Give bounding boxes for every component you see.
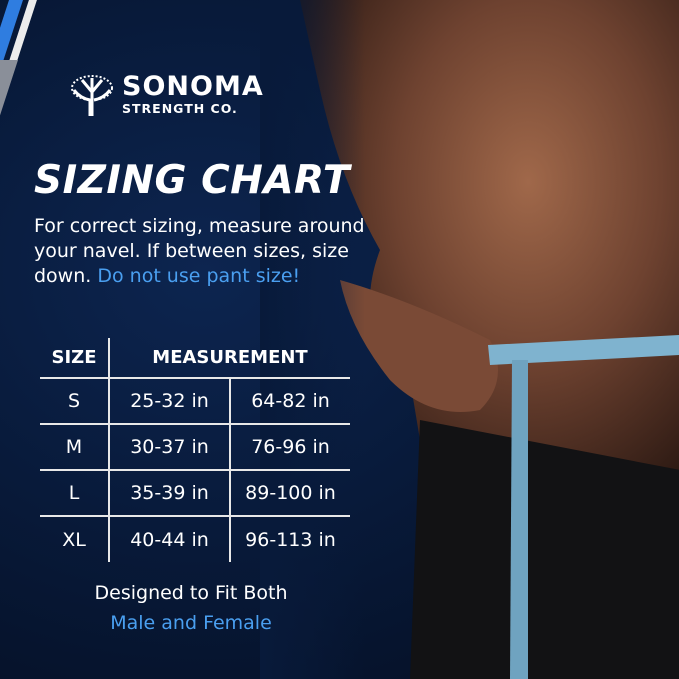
brand-subtitle: STRENGTH CO.	[122, 100, 238, 116]
brand-name: SONOMA	[122, 70, 264, 102]
cell-measurement-alt: 96-113 in	[230, 515, 350, 562]
table-row: M 30-37 in 76-96 in	[40, 423, 350, 470]
header-measurement: MEASUREMENT	[152, 347, 308, 368]
model-torso-photo	[260, 0, 679, 679]
instructions-warning: Do not use pant size!	[97, 265, 301, 287]
size-table: SIZE MEASUREMENT S 25-32 in 64-82 in M 3…	[40, 338, 350, 562]
page-title: SIZING CHART	[34, 158, 350, 203]
cell-size: S	[40, 377, 110, 424]
fit-note: Designed to Fit Both Male and Female	[40, 578, 342, 638]
cell-measurement-alt: 76-96 in	[230, 423, 350, 470]
fit-note-line2: Male and Female	[110, 612, 272, 634]
brand-logo: SONOMA STRENGTH CO.	[70, 72, 264, 116]
cell-size: XL	[40, 515, 110, 562]
cell-measurement: 35-39 in	[109, 469, 231, 516]
cell-measurement-alt: 89-100 in	[230, 469, 350, 516]
table-header: SIZE MEASUREMENT	[40, 338, 350, 378]
instructions-text: For correct sizing, measure around your …	[34, 215, 365, 287]
cell-measurement: 30-37 in	[109, 423, 231, 470]
table-row: XL 40-44 in 96-113 in	[40, 515, 350, 562]
table-row: S 25-32 in 64-82 in	[40, 377, 350, 424]
table-row: L 35-39 in 89-100 in	[40, 469, 350, 516]
cell-measurement: 40-44 in	[109, 515, 231, 562]
cell-size: M	[40, 423, 110, 470]
measuring-tape-hanging	[510, 360, 528, 679]
cell-measurement-alt: 64-82 in	[230, 377, 350, 424]
measuring-tape	[488, 335, 679, 365]
header-size: SIZE	[40, 338, 110, 378]
cell-measurement: 25-32 in	[109, 377, 231, 424]
decorative-stripe-gray	[0, 60, 18, 220]
tree-logo-icon	[71, 75, 113, 116]
sizing-instructions: For correct sizing, measure around your …	[34, 214, 374, 289]
fit-note-line1: Designed to Fit Both	[94, 582, 288, 604]
cell-size: L	[40, 469, 110, 516]
